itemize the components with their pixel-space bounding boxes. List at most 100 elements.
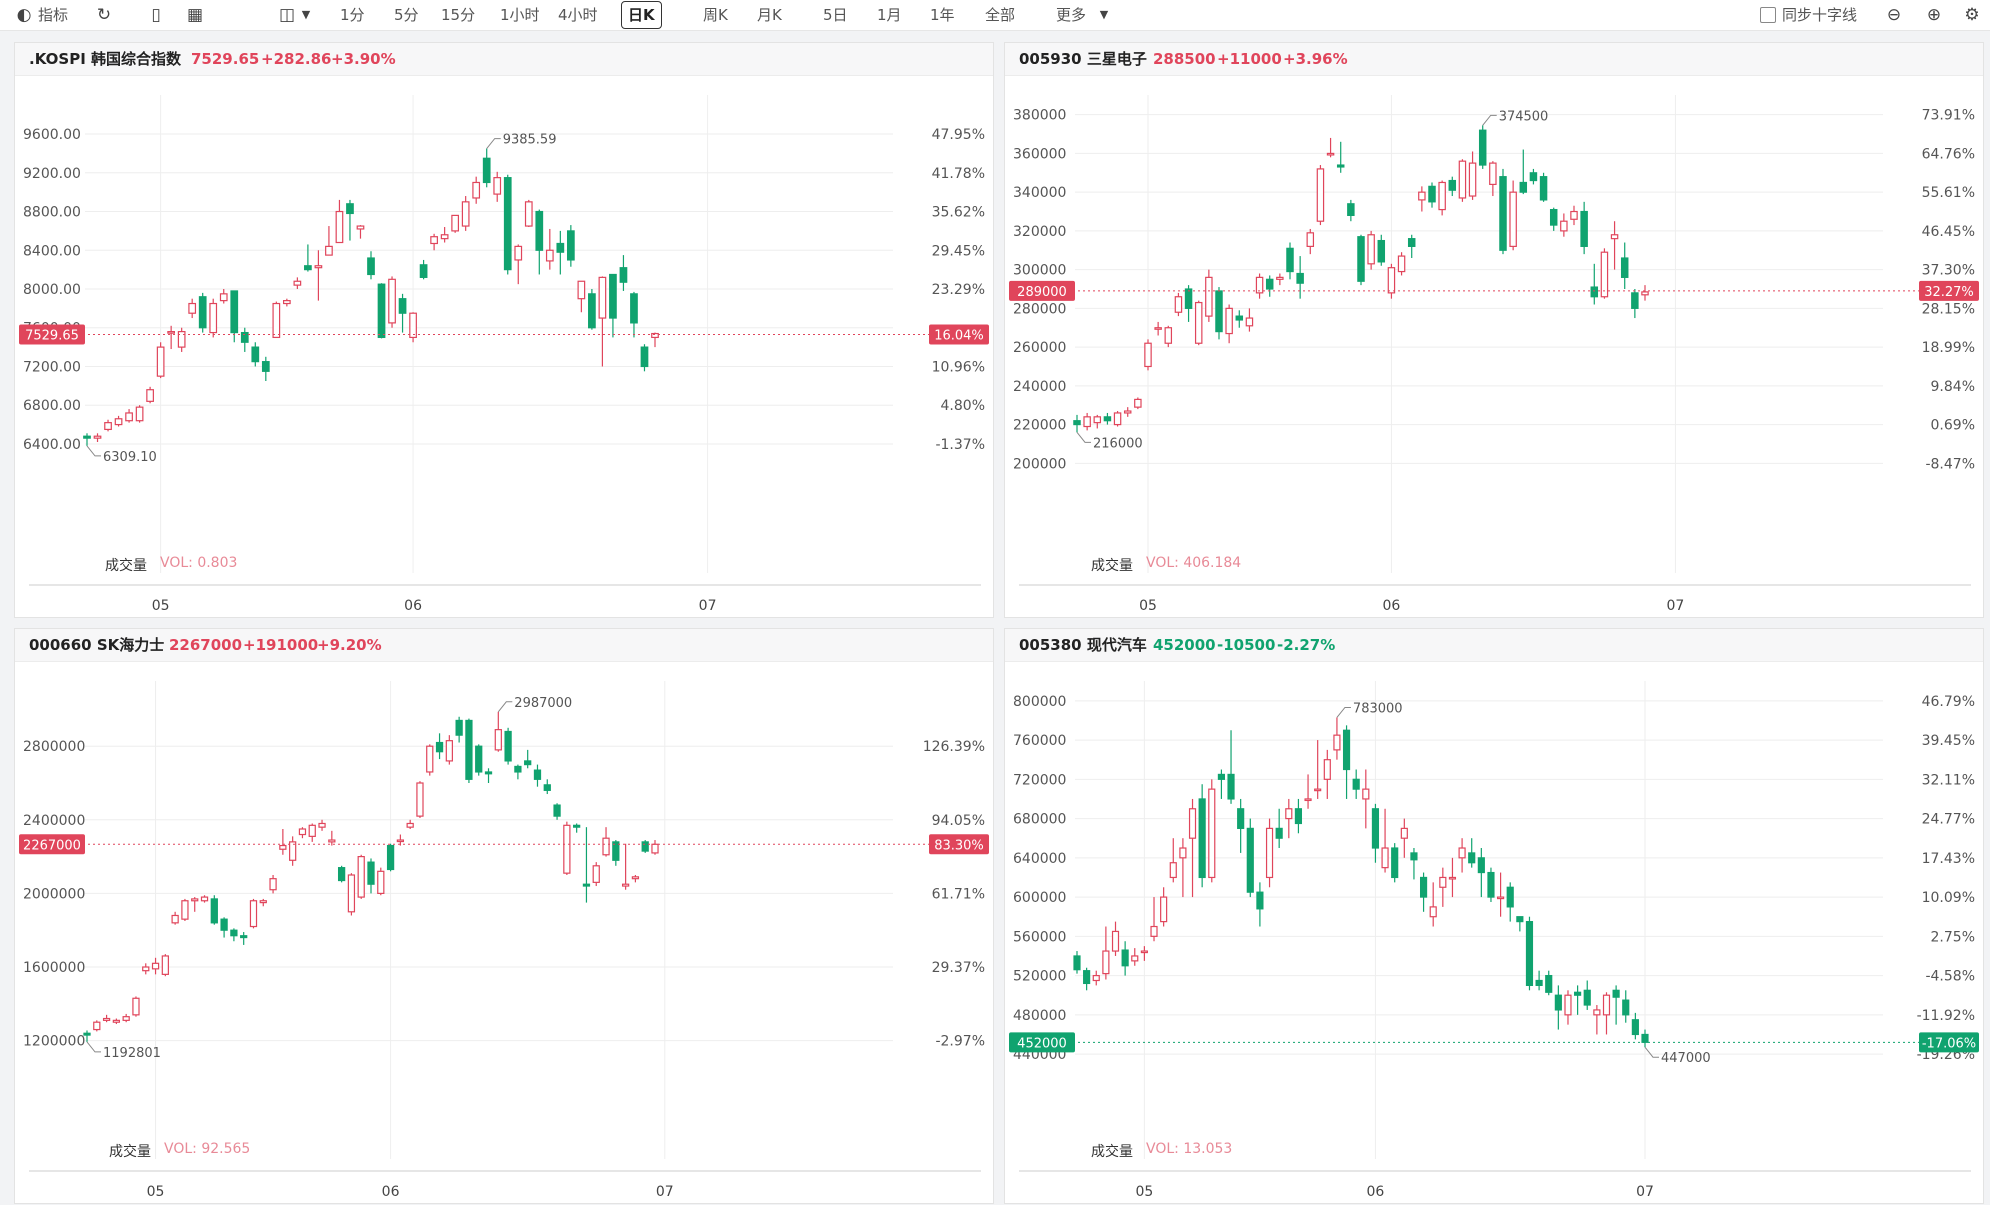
indicator-icon[interactable]: ◐ xyxy=(16,5,32,25)
y-tick-label: 8800.00 xyxy=(23,205,81,221)
y-tick-label: 200000 xyxy=(1013,456,1066,472)
timeframe-7[interactable]: 月K xyxy=(757,6,782,24)
timeframe-5[interactable]: 日K xyxy=(621,1,662,29)
candle-up xyxy=(1333,734,1341,751)
indicator-button[interactable]: 指标 xyxy=(38,6,69,24)
y-tick-label: 9200.00 xyxy=(23,166,81,182)
timeframe-4[interactable]: 4小时 xyxy=(558,6,598,24)
candle-up xyxy=(577,280,586,300)
pct-tick-label: 23.29% xyxy=(932,282,985,298)
price-change-pct: +3.90% xyxy=(331,50,396,68)
x-axis-label: 06 xyxy=(1383,598,1401,614)
candle-up xyxy=(1497,896,1505,900)
candle-down xyxy=(435,741,444,753)
timeframe-1[interactable]: 5分 xyxy=(394,6,419,24)
pct-tick-label: 4.80% xyxy=(941,398,985,414)
candle-up xyxy=(388,278,396,324)
candle-down xyxy=(1073,420,1081,426)
timeframe-6[interactable]: 周K xyxy=(703,6,728,24)
candle-up xyxy=(409,312,417,339)
timeframe-2[interactable]: 15分 xyxy=(441,6,476,24)
symbol-name[interactable]: .KOSPI 韩国综合指数 xyxy=(29,50,182,68)
candle-up xyxy=(219,293,228,302)
candle-up xyxy=(1362,788,1370,800)
panel-header: 000660 SK海力士 2267000 +191000 +9.20% xyxy=(15,629,993,662)
candle-up xyxy=(279,844,287,850)
x-axis-label: 07 xyxy=(1667,598,1685,614)
candle-up xyxy=(249,900,258,928)
low-marker xyxy=(86,445,101,457)
crosshair-label: 同步十字线 xyxy=(1782,6,1858,24)
volume-label: 成交量 xyxy=(109,1144,151,1160)
zoom-in-icon[interactable]: ⊕ xyxy=(1926,5,1942,25)
candle-up xyxy=(335,210,344,244)
symbol-name[interactable]: 000660 SK海力士 xyxy=(29,636,165,654)
candlestick-chart[interactable]: 9600.00 47.95% 9200.00 41.78% 8800.00 35.62% 8… xyxy=(15,75,993,617)
candle-up xyxy=(1314,788,1322,792)
current-pct-badge xyxy=(1919,1032,1979,1053)
candle-up xyxy=(289,841,297,861)
symbol-name[interactable]: 005930 三星电子 xyxy=(1019,50,1147,68)
pct-tick-label: 28.15% xyxy=(1922,301,1975,317)
candle-up xyxy=(545,249,554,262)
price-change: +191000 xyxy=(243,636,319,654)
candlestick-chart[interactable]: 380000 73.91% 360000 64.76% 340000 55.61% 3200… xyxy=(1005,75,1983,617)
current-price-label: 289000 xyxy=(1017,285,1067,300)
candle-up xyxy=(1265,827,1274,879)
candle-up xyxy=(259,900,267,904)
candle-up xyxy=(318,822,326,828)
candle-up xyxy=(472,181,481,199)
y-tick-label: 2400000 xyxy=(23,813,85,829)
price-change: +282.86 xyxy=(261,50,332,68)
candle-down xyxy=(1519,181,1528,193)
timeframe-3[interactable]: 1小时 xyxy=(500,6,540,24)
symbol-name[interactable]: 005380 现代汽车 xyxy=(1019,636,1147,654)
x-axis-label: 05 xyxy=(1135,1184,1153,1200)
candle-style-icon[interactable]: ▯ xyxy=(151,5,161,25)
crosshair-checkbox[interactable] xyxy=(1760,7,1776,23)
settings-icon[interactable]: ⚙ xyxy=(1964,5,1980,25)
pct-tick-label: 10.09% xyxy=(1922,890,1975,906)
candle-up xyxy=(1113,412,1122,426)
candle-down xyxy=(337,867,346,882)
high-marker xyxy=(486,138,501,149)
candlestick-chart[interactable]: 2800000 126.39% 2400000 94.05% 2000000 61.71%… xyxy=(15,661,993,1203)
timeframe-8[interactable]: 5日 xyxy=(823,6,848,24)
pct-tick-label: 35.62% xyxy=(932,205,985,221)
candle-down xyxy=(83,435,91,439)
x-axis-label: 07 xyxy=(1636,1184,1654,1200)
zoom-out-icon[interactable]: ⊖ xyxy=(1886,5,1902,25)
column-layout-icon[interactable]: ◫ xyxy=(278,5,296,25)
more-dropdown-icon[interactable]: ▼ xyxy=(1099,8,1109,21)
pct-tick-label: -8.47% xyxy=(1925,456,1975,472)
timeframe-10[interactable]: 1年 xyxy=(930,6,955,24)
volume-label: 成交量 xyxy=(1091,558,1133,574)
candle-up xyxy=(1600,251,1609,298)
more-button[interactable]: 更多 xyxy=(1056,6,1087,24)
timeframe-9[interactable]: 1月 xyxy=(877,6,902,24)
candle-up xyxy=(1154,327,1162,330)
timeframe-0[interactable]: 1分 xyxy=(340,6,365,24)
panel-header: .KOSPI 韩国综合指数 7529.65 +282.86 +3.90% xyxy=(15,43,993,76)
candle-down xyxy=(1215,290,1223,333)
y-tick-label: 2000000 xyxy=(23,886,85,902)
candle-down xyxy=(1275,827,1283,839)
x-axis-label: 05 xyxy=(152,598,170,614)
high-label: 374500 xyxy=(1499,109,1549,124)
timeframe-11[interactable]: 全部 xyxy=(985,6,1016,24)
y-tick-label: 640000 xyxy=(1013,851,1066,867)
candle-up xyxy=(1225,307,1233,335)
layout-dropdown-icon[interactable]: ▼ xyxy=(301,8,311,21)
candle-up xyxy=(112,1019,121,1023)
candle-up xyxy=(1418,191,1426,201)
candle-up xyxy=(356,225,365,230)
low-marker xyxy=(86,1041,101,1053)
history-icon[interactable]: ↻ xyxy=(96,5,112,25)
candle-down xyxy=(630,293,638,324)
low-label: 216000 xyxy=(1093,436,1143,451)
layout-grid-icon[interactable]: ▦ xyxy=(186,5,204,25)
candle-up xyxy=(621,883,630,887)
candle-up xyxy=(1439,876,1447,888)
candle-up xyxy=(461,201,470,227)
candlestick-chart[interactable]: 800000 46.79% 760000 39.45% 720000 32.11% 6800… xyxy=(1005,661,1983,1203)
